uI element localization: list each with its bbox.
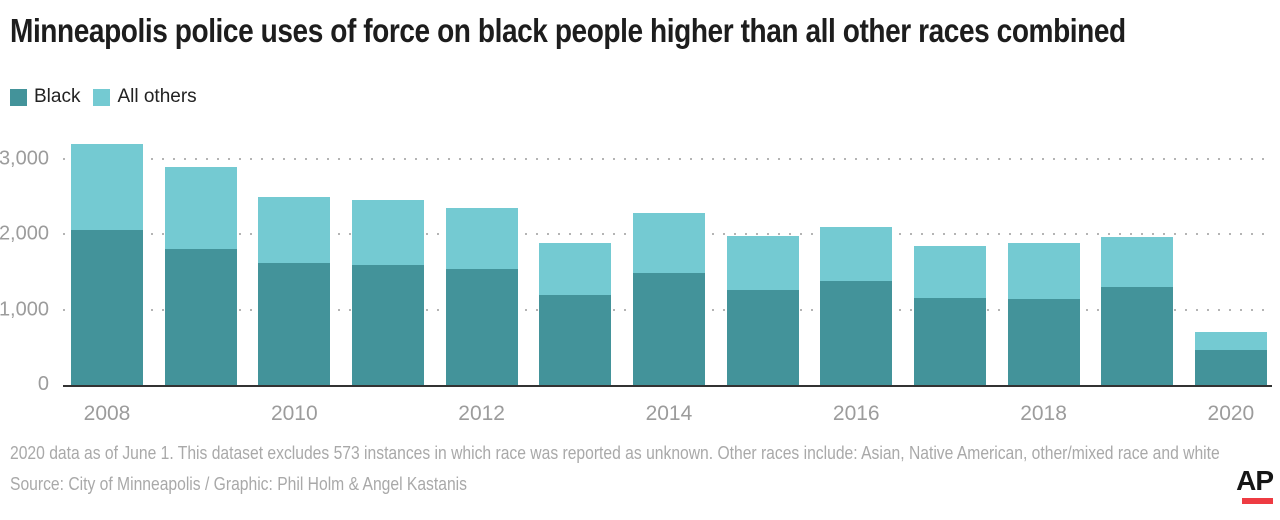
x-axis-tick-label: 2010 [270,402,318,425]
bar-segment-black [539,294,612,385]
y-axis-tick-zero: 0 [37,373,49,395]
ap-logo: AP [1236,465,1274,504]
bar-2018: 2018 [1007,140,1080,425]
bar-2013 [539,140,612,385]
bar-segment-black [445,268,518,385]
bar-2011 [351,140,424,385]
x-axis-tick-label: 2016 [832,402,880,425]
bar-segment-black [632,273,705,385]
bar-segment-all-others [632,213,705,274]
ap-logo-underline [1242,498,1273,504]
footnote-source: Source: City of Minneapolis / Graphic: P… [10,474,535,495]
legend-label-all-others: All others [117,86,197,107]
legend-swatch-black [10,88,27,106]
bar-segment-all-others [539,243,612,295]
bar-2009 [164,140,237,385]
bar-segment-black [71,230,143,385]
bar-segment-black [1101,287,1174,385]
x-axis-tick-label: 2008 [83,402,131,425]
ap-logo-text: AP [1236,465,1274,496]
y-axis-tick-label: 1,000 [0,298,49,321]
legend-item-black: Black [10,86,80,108]
bar-segment-all-others [726,235,799,291]
bar-segment-black [1007,299,1080,385]
bar-segment-all-others [1007,243,1080,300]
footnote-source-text: Source: City of Minneapolis / Graphic: P… [10,474,467,494]
bar-2015 [726,140,799,385]
footnote-note-text: 2020 data as of June 1. This dataset exc… [10,443,1220,463]
x-axis-tick-label: 2018 [1020,402,1067,425]
bar-segment-all-others [1101,237,1174,287]
bar-segment-black [820,280,893,385]
bar-2019 [1101,140,1174,385]
bar-2017 [913,140,986,385]
bar-2016: 2016 [820,140,893,425]
bar-segment-all-others [913,245,986,298]
bar-2012: 2012 [445,140,518,425]
bar-segment-black [258,262,331,385]
x-axis-tick-label: 2020 [1207,402,1255,425]
bar-2010: 2010 [258,140,331,425]
bar-segment-all-others [820,226,893,281]
legend-item-all-others: All others [93,86,197,108]
x-axis-tick-label: 2012 [458,402,505,425]
chart-title: Minneapolis police uses of force on blac… [10,12,1280,50]
plot-area: 0 2008 2010 2012 2014 2016 2018 2020 1,000 2,00… [0,140,1272,425]
bar-segment-black [164,249,237,385]
legend: Black All others [10,86,197,108]
legend-swatch-all-others [93,88,111,106]
bar-2014: 2014 [632,140,705,425]
footnote-note: 2020 data as of June 1. This dataset exc… [10,443,1280,464]
gridline-3000: 3,000 [0,147,1272,169]
bar-segment-all-others [164,167,237,250]
bar-segment-all-others [445,207,518,269]
bar-segment-all-others [351,199,424,266]
bar-2020: 2020 [1194,140,1267,425]
bar-segment-black [913,297,986,385]
bar-segment-all-others [1194,332,1267,350]
bars-container: 2008 2010 2012 2014 2016 2018 2020 [63,140,1272,425]
bar-segment-all-others [258,197,331,263]
bar-segment-black [351,265,424,385]
x-axis-tick-label: 2014 [645,402,693,425]
y-axis-tick-label: 3,000 [0,147,49,170]
bar-segment-black [1194,349,1267,385]
legend-label-black: Black [34,86,81,107]
bar-segment-black [726,290,799,385]
bar-segment-all-others [71,143,143,231]
y-axis-tick-label: 2,000 [0,222,49,245]
bar-2008: 2008 [71,140,143,425]
chart-title-text: Minneapolis police uses of force on blac… [10,12,1126,49]
